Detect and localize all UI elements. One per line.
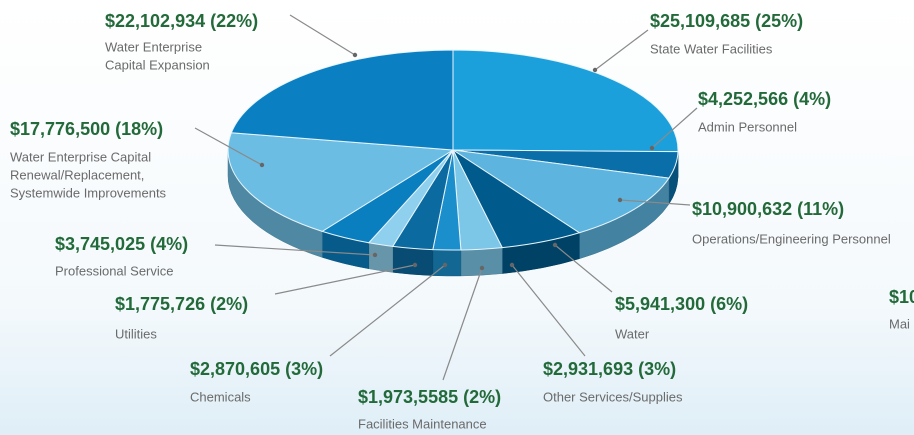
annotation: $10 <box>889 287 914 307</box>
leader-line <box>651 107 698 149</box>
value-label: $4,252,566 (4%) <box>698 89 831 109</box>
slice-side <box>460 247 503 277</box>
slice <box>452 149 670 234</box>
leader-dot <box>552 242 558 248</box>
value-label: $3,745,025 (4%) <box>55 234 188 254</box>
leader-dot <box>259 162 265 168</box>
category-label: Facilities Maintenance <box>358 416 487 431</box>
leader-line <box>329 264 446 357</box>
leader-dot <box>649 145 655 151</box>
category-label: Water Enterprise Capital <box>10 149 151 164</box>
category-label: Utilities <box>115 326 157 341</box>
leader-line <box>442 267 483 381</box>
leader-dot <box>617 197 623 203</box>
leader-dot <box>442 262 448 268</box>
leader-line <box>511 264 586 357</box>
value-label: $17,776,500 (18%) <box>10 119 163 139</box>
category-label: Systemwide Improvements <box>10 185 167 200</box>
category-label: Renewal/Replacement, <box>10 167 144 182</box>
category-label: Operations/Engineering Personnel <box>692 231 891 246</box>
slice-side <box>368 242 393 273</box>
slice-side <box>392 246 434 276</box>
slice <box>227 132 455 232</box>
category-label: Water Enterprise <box>105 39 202 54</box>
value-label: $5,941,300 (6%) <box>615 294 748 314</box>
leader-line <box>289 14 356 56</box>
value-label: $25,109,685 (25%) <box>650 11 803 31</box>
leader-dot <box>509 262 515 268</box>
leader-line <box>274 264 416 295</box>
leader-line <box>594 29 649 71</box>
leader-dot <box>372 252 378 258</box>
slice <box>230 49 454 151</box>
leader-dot <box>412 262 418 268</box>
leader-line <box>194 127 263 166</box>
category-label: Chemicals <box>190 389 251 404</box>
leader-dot <box>479 265 485 271</box>
value-label: $22,102,934 (22%) <box>105 11 258 31</box>
value-label: $1,973,5585 (2%) <box>358 387 501 407</box>
category-label: Other Services/Supplies <box>543 389 683 404</box>
value-label: $2,931,693 (3%) <box>543 359 676 379</box>
category-label: Professional Service <box>55 263 174 278</box>
leader-dot <box>592 67 598 73</box>
category-label: Water <box>615 326 650 341</box>
category-label: State Water Facilities <box>650 41 773 56</box>
value-label: $2,870,605 (3%) <box>190 359 323 379</box>
leader-line <box>214 244 376 256</box>
leader-dot <box>352 52 358 58</box>
category-label: Capital Expansion <box>105 57 210 72</box>
leader-line <box>554 244 613 293</box>
annotation: Mai <box>889 316 910 331</box>
leader-line <box>619 199 691 206</box>
slice <box>452 49 679 153</box>
value-label: $10,900,632 (11%) <box>692 199 844 219</box>
value-label: $1,775,726 (2%) <box>115 294 248 314</box>
category-label: Admin Personnel <box>698 119 797 134</box>
